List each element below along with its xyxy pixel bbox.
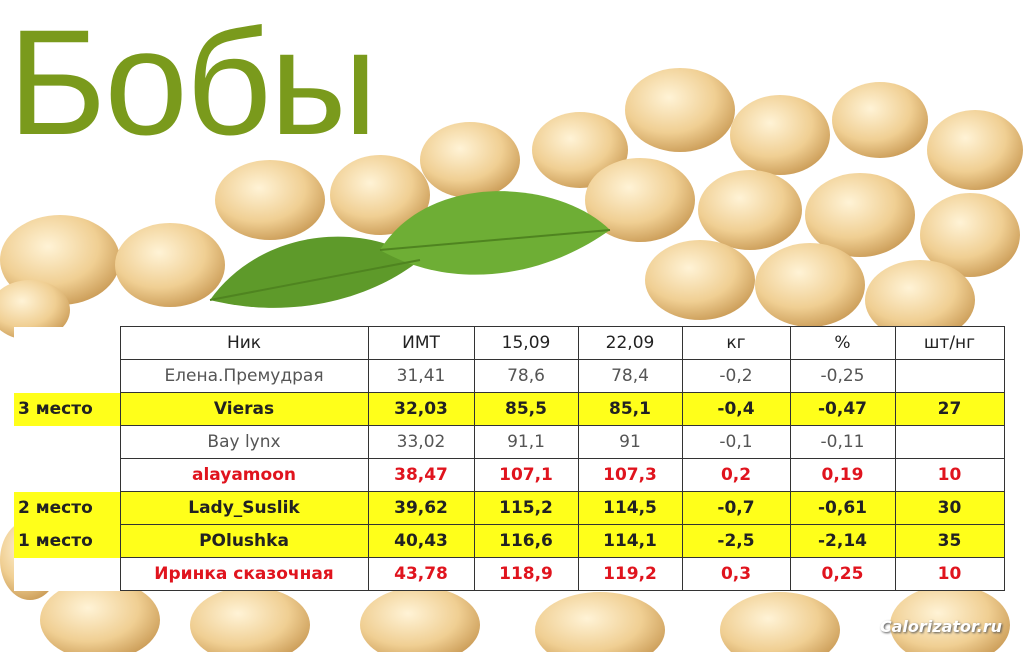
place-cell: 1 место xyxy=(14,524,121,558)
cell: Lady_Suslik xyxy=(119,491,369,525)
cell: 33,02 xyxy=(367,425,475,459)
watermark: Calorizator.ru xyxy=(879,617,1002,636)
cell: 10 xyxy=(894,458,1005,492)
results-table: Ник ИМТ 15,09 22,09 кг% шт/нг Елена.Премудрая… xyxy=(14,326,1005,591)
cell: Елена.Премудрая xyxy=(119,359,369,393)
place-cell xyxy=(14,458,121,492)
cell xyxy=(894,425,1005,459)
place-cell xyxy=(14,425,121,459)
table-row: 2 место Lady_Suslik 39,62 115,2 114,5 -0,7 -0,… xyxy=(14,491,1005,525)
cell: 116,6 xyxy=(473,524,579,558)
cell: -0,1 xyxy=(681,425,791,459)
cell: POlushka xyxy=(119,524,369,558)
cell: 85,5 xyxy=(473,392,579,426)
cell: -0,2 xyxy=(681,359,791,393)
cell: Иринка сказочная xyxy=(119,557,369,591)
cell: 0,19 xyxy=(789,458,896,492)
cell: -2,14 xyxy=(789,524,896,558)
cell: -0,7 xyxy=(681,491,791,525)
table-body: Елена.Премудрая 31,41 78,6 78,4 -0,2 -0,25 3 м… xyxy=(14,359,1005,591)
place-cell: 3 место xyxy=(14,392,121,426)
cell: 39,62 xyxy=(367,491,475,525)
cell: Vieras xyxy=(119,392,369,426)
cell: 0,2 xyxy=(681,458,791,492)
header-cell: % xyxy=(789,326,896,360)
cell: 119,2 xyxy=(577,557,683,591)
header-cell: 22,09 xyxy=(577,326,683,360)
place-cell xyxy=(14,359,121,393)
cell: 85,1 xyxy=(577,392,683,426)
cell: -0,25 xyxy=(789,359,896,393)
table-row: alayamoon 38,47 107,1 107,3 0,2 0,19 10 xyxy=(14,458,1005,492)
cell: 107,3 xyxy=(577,458,683,492)
cell: 118,9 xyxy=(473,557,579,591)
cell: -0,4 xyxy=(681,392,791,426)
cell: -0,61 xyxy=(789,491,896,525)
cell: 10 xyxy=(894,557,1005,591)
cell: 0,3 xyxy=(681,557,791,591)
cell: 0,25 xyxy=(789,557,896,591)
cell: 32,03 xyxy=(367,392,475,426)
cell: 78,4 xyxy=(577,359,683,393)
table-row: 1 место POlushka 40,43 116,6 114,1 -2,5 -2,14 3… xyxy=(14,524,1005,558)
header-cell: Ник xyxy=(119,326,369,360)
title: Бобы xyxy=(8,0,378,166)
cell: 107,1 xyxy=(473,458,579,492)
cell xyxy=(14,326,121,360)
cell: 91,1 xyxy=(473,425,579,459)
cell: 78,6 xyxy=(473,359,579,393)
cell: alayamoon xyxy=(119,458,369,492)
cell: 27 xyxy=(894,392,1005,426)
header-cell: ИМТ xyxy=(367,326,475,360)
cell: 35 xyxy=(894,524,1005,558)
place-cell: 2 место xyxy=(14,491,121,525)
cell: -0,47 xyxy=(789,392,896,426)
header-cell: кг xyxy=(681,326,791,360)
cell: 43,78 xyxy=(367,557,475,591)
place-cell xyxy=(14,557,121,591)
cell xyxy=(894,359,1005,393)
table-row: 3 место Vieras 32,03 85,5 85,1 -0,4 -0,47 27 xyxy=(14,392,1005,426)
table-row: Елена.Премудрая 31,41 78,6 78,4 -0,2 -0,25 xyxy=(14,359,1005,393)
cell: 31,41 xyxy=(367,359,475,393)
table-row: Bay lynx 33,02 91,1 91 -0,1 -0,11 xyxy=(14,425,1005,459)
header-row: Ник ИМТ 15,09 22,09 кг% шт/нг xyxy=(14,326,1005,360)
cell: -2,5 xyxy=(681,524,791,558)
header-cell: шт/нг xyxy=(894,326,1005,360)
cell: 115,2 xyxy=(473,491,579,525)
cell: 114,5 xyxy=(577,491,683,525)
cell: Bay lynx xyxy=(119,425,369,459)
header-cell: 15,09 xyxy=(473,326,579,360)
cell: 91 xyxy=(577,425,683,459)
table-row: Иринка сказочная 43,78 118,9 119,2 0,3 0,25 10 xyxy=(14,557,1005,591)
cell: 38,47 xyxy=(367,458,475,492)
cell: 30 xyxy=(894,491,1005,525)
cell: 114,1 xyxy=(577,524,683,558)
cell: -0,11 xyxy=(789,425,896,459)
cell: 40,43 xyxy=(367,524,475,558)
